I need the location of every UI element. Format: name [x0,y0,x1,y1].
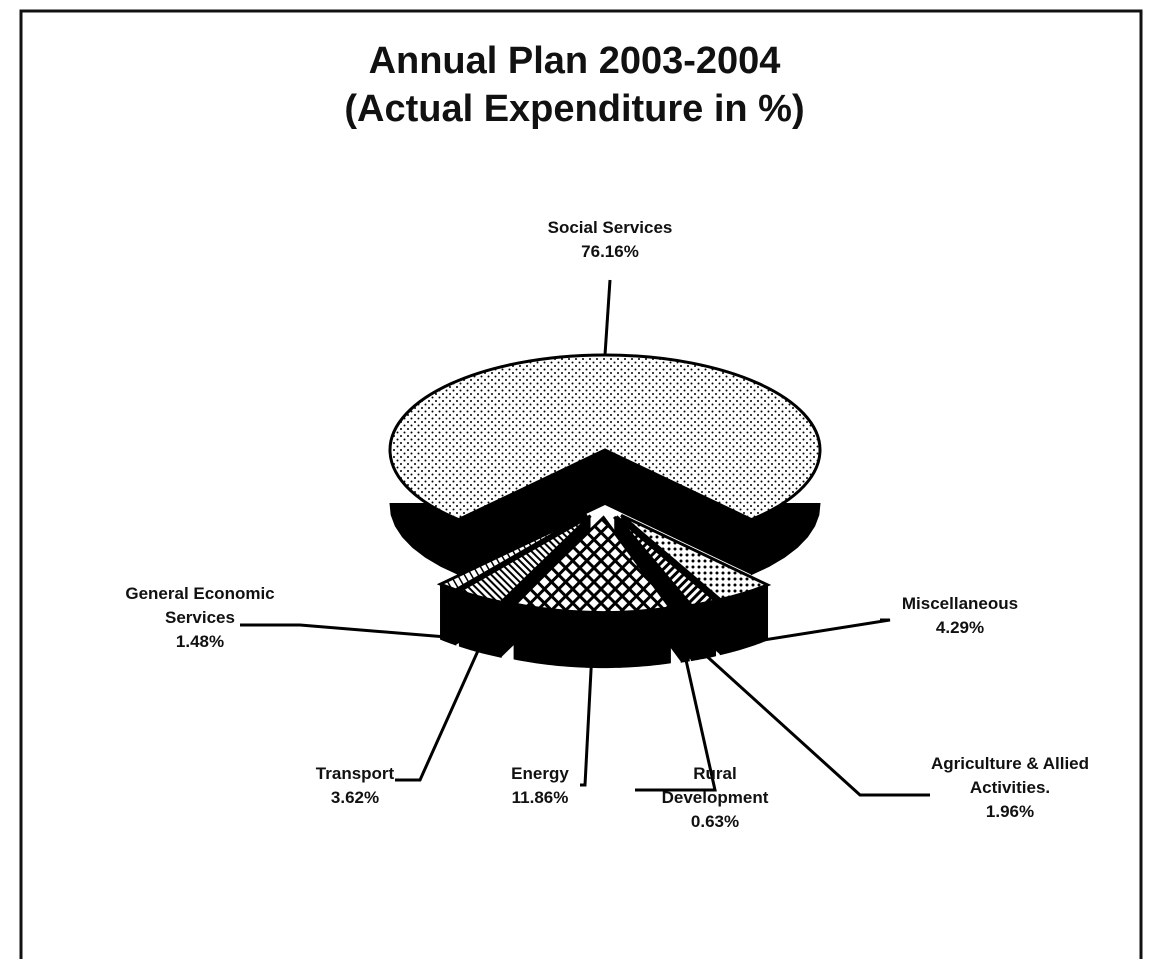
pie-slice [388,353,822,522]
slice-value: 1.96% [985,802,1035,821]
pie-slice [436,513,588,592]
pie-slice [620,513,772,602]
leader-line [702,652,930,797]
pie-slice [455,514,592,604]
leader-line [635,656,717,792]
slice-value: 11.86% [511,788,569,807]
pie-tops [388,353,822,615]
leaders [240,279,930,797]
leader-line [240,623,449,639]
slice-name: Transport [315,764,395,783]
chart-subtitle: (Actual Expenditure in %) [344,88,805,130]
slice-value: 76.16% [581,242,639,261]
slice-name: Miscellaneous [901,594,1019,613]
slice-label: Rural Development 0.63% [650,762,780,834]
pie-edge [458,450,752,575]
leader-line [744,618,891,645]
slice-label: Transport 3.62% [245,762,465,810]
leader-line [580,662,593,787]
slice-label: Miscellaneous 4.29% [850,592,1070,640]
slice-value: 4.29% [935,618,985,637]
pie-slice [613,515,693,609]
slice-value: 1.48% [175,632,225,651]
slice-label: Agriculture & Allied Activities. 1.96% [915,752,1105,824]
frame [19,9,1143,959]
slice-label: Energy 11.86% [430,762,650,810]
pie-slice [615,515,719,608]
slice-value: 0.63% [690,812,740,831]
chart-title: Annual Plan 2003-2004 [368,40,781,82]
slice-label: General Economic Services 1.48% [105,582,295,654]
slice-name: Energy [511,764,569,783]
slice-name: Agriculture & Allied Activities. [930,754,1090,797]
pie-slice [511,515,674,615]
slice-name: General Economic Services [125,584,275,627]
slice-name: Rural Development [661,764,769,807]
leader-line [395,646,481,782]
slice-label: Social Services 76.16% [500,216,720,264]
slice-name: Social Services [547,218,673,237]
slice-value: 3.62% [330,788,380,807]
leader-line [603,279,612,356]
